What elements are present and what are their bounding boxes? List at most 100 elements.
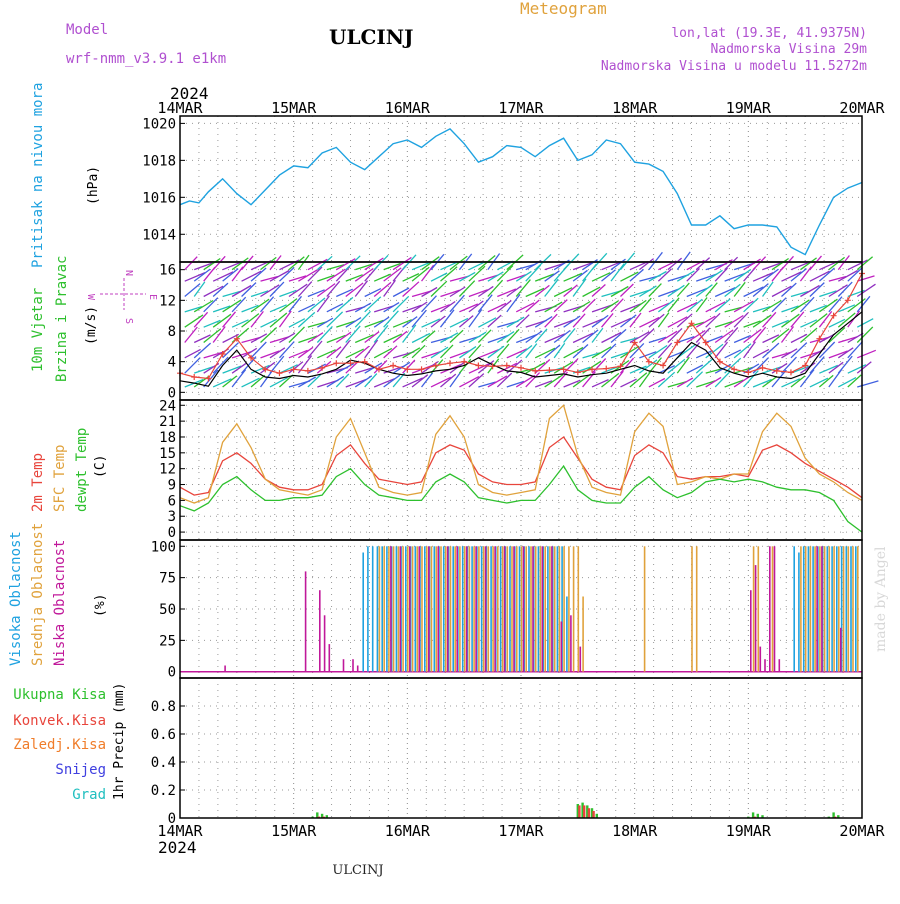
wind-barb xyxy=(335,258,356,271)
wind-barb xyxy=(771,285,792,298)
wind-barb xyxy=(231,319,249,328)
wind-barb xyxy=(762,311,777,328)
wind-barb xyxy=(629,260,649,271)
wind-barb xyxy=(203,351,224,359)
wind-barb xyxy=(762,334,780,344)
wind-gust-marker xyxy=(375,366,382,373)
wind-barb xyxy=(610,317,632,328)
wind-barb xyxy=(544,374,564,388)
wind-barb xyxy=(667,257,683,271)
wind-barb xyxy=(307,297,326,313)
wind-barb xyxy=(828,275,847,282)
wind-barb xyxy=(212,255,226,271)
wind-barb xyxy=(572,344,589,359)
wind-barb xyxy=(279,364,298,374)
wind-barb xyxy=(411,374,429,388)
wind-barb xyxy=(487,314,502,328)
wind-barb xyxy=(857,275,875,282)
wind-barb xyxy=(705,335,723,344)
wind-barb xyxy=(601,366,619,374)
wind-barb xyxy=(601,372,620,388)
wind-barb xyxy=(449,294,465,313)
wind-barb xyxy=(326,268,346,282)
wind-barb xyxy=(856,318,874,328)
wind-gust-marker xyxy=(532,367,539,374)
wind-barb xyxy=(686,267,700,282)
wind-barb xyxy=(601,312,614,328)
wind-gust-marker xyxy=(844,297,851,304)
wind-barb xyxy=(695,284,713,298)
wind-barb xyxy=(440,266,458,282)
wind-barb xyxy=(781,348,798,359)
wind-barb xyxy=(743,320,761,328)
wind-barb xyxy=(279,289,297,298)
wind-barb xyxy=(781,282,797,297)
precipitation-frame xyxy=(179,677,863,819)
wind-barb xyxy=(288,256,305,271)
wind-barb xyxy=(582,286,601,298)
wind-barb xyxy=(212,282,229,297)
wind-barb xyxy=(781,313,800,328)
wind-barb xyxy=(487,302,507,313)
wind-barb xyxy=(364,296,382,313)
wind-barb xyxy=(231,369,247,388)
wind-barb xyxy=(430,272,448,282)
wind-barb xyxy=(392,330,408,344)
wind-barb xyxy=(610,370,624,388)
wind-gust-marker xyxy=(432,362,439,369)
wind-barb xyxy=(790,290,809,298)
wind-barb xyxy=(790,365,810,374)
high-cloud-label: Visoka Oblacnost xyxy=(8,531,24,666)
wind-barb xyxy=(326,280,341,297)
wind-barb xyxy=(478,348,500,359)
conv-rain-bar xyxy=(592,811,595,818)
wind-barb xyxy=(260,318,277,328)
wind-barb xyxy=(193,268,211,282)
wind-barb xyxy=(790,268,807,282)
wind-barb xyxy=(752,314,772,328)
wind-barb xyxy=(383,262,401,271)
wind-barb xyxy=(525,372,541,388)
wind-barb xyxy=(800,257,817,271)
temperature-ytick-label: 9 xyxy=(168,478,176,494)
wind-barb xyxy=(430,376,452,388)
wind-barb xyxy=(695,358,714,374)
wind-barb xyxy=(421,295,437,313)
wind-barb xyxy=(269,304,287,313)
wind-barb xyxy=(733,312,749,328)
wind-barb xyxy=(260,296,275,313)
wind-barb xyxy=(705,376,722,388)
wind-barb xyxy=(440,373,457,388)
wind-barb xyxy=(582,329,599,344)
wind-barb xyxy=(241,304,259,313)
wind-barb xyxy=(724,349,742,359)
wind-barb xyxy=(781,356,797,374)
wind-barb xyxy=(648,357,663,374)
x-tick-label-top: 16MAR xyxy=(385,99,431,117)
wind-barb xyxy=(392,295,410,313)
wind-barb xyxy=(610,263,625,282)
wind-barb xyxy=(648,251,663,271)
wind-barb xyxy=(402,324,417,343)
wind-gust-marker xyxy=(319,364,326,371)
wind-barb xyxy=(278,341,295,359)
wind-barb xyxy=(743,370,759,388)
wind-barb xyxy=(667,327,683,343)
wind-barb xyxy=(250,298,270,313)
cloud-ytick-label: 50 xyxy=(159,602,176,618)
wind-barb xyxy=(525,343,538,359)
wind-barb xyxy=(705,282,718,297)
wind-barb xyxy=(212,356,229,374)
wind-gust-marker xyxy=(546,367,553,374)
wind-barb xyxy=(478,381,496,388)
wind-barb xyxy=(241,313,260,328)
wind-barb xyxy=(610,328,627,343)
wind-barb xyxy=(383,267,402,282)
wind-barb xyxy=(231,362,248,374)
wind-barb xyxy=(184,314,204,328)
wind-barb xyxy=(582,352,601,359)
wind-barb xyxy=(676,377,694,388)
wind-barb xyxy=(591,358,607,374)
wind-barb xyxy=(676,356,690,374)
